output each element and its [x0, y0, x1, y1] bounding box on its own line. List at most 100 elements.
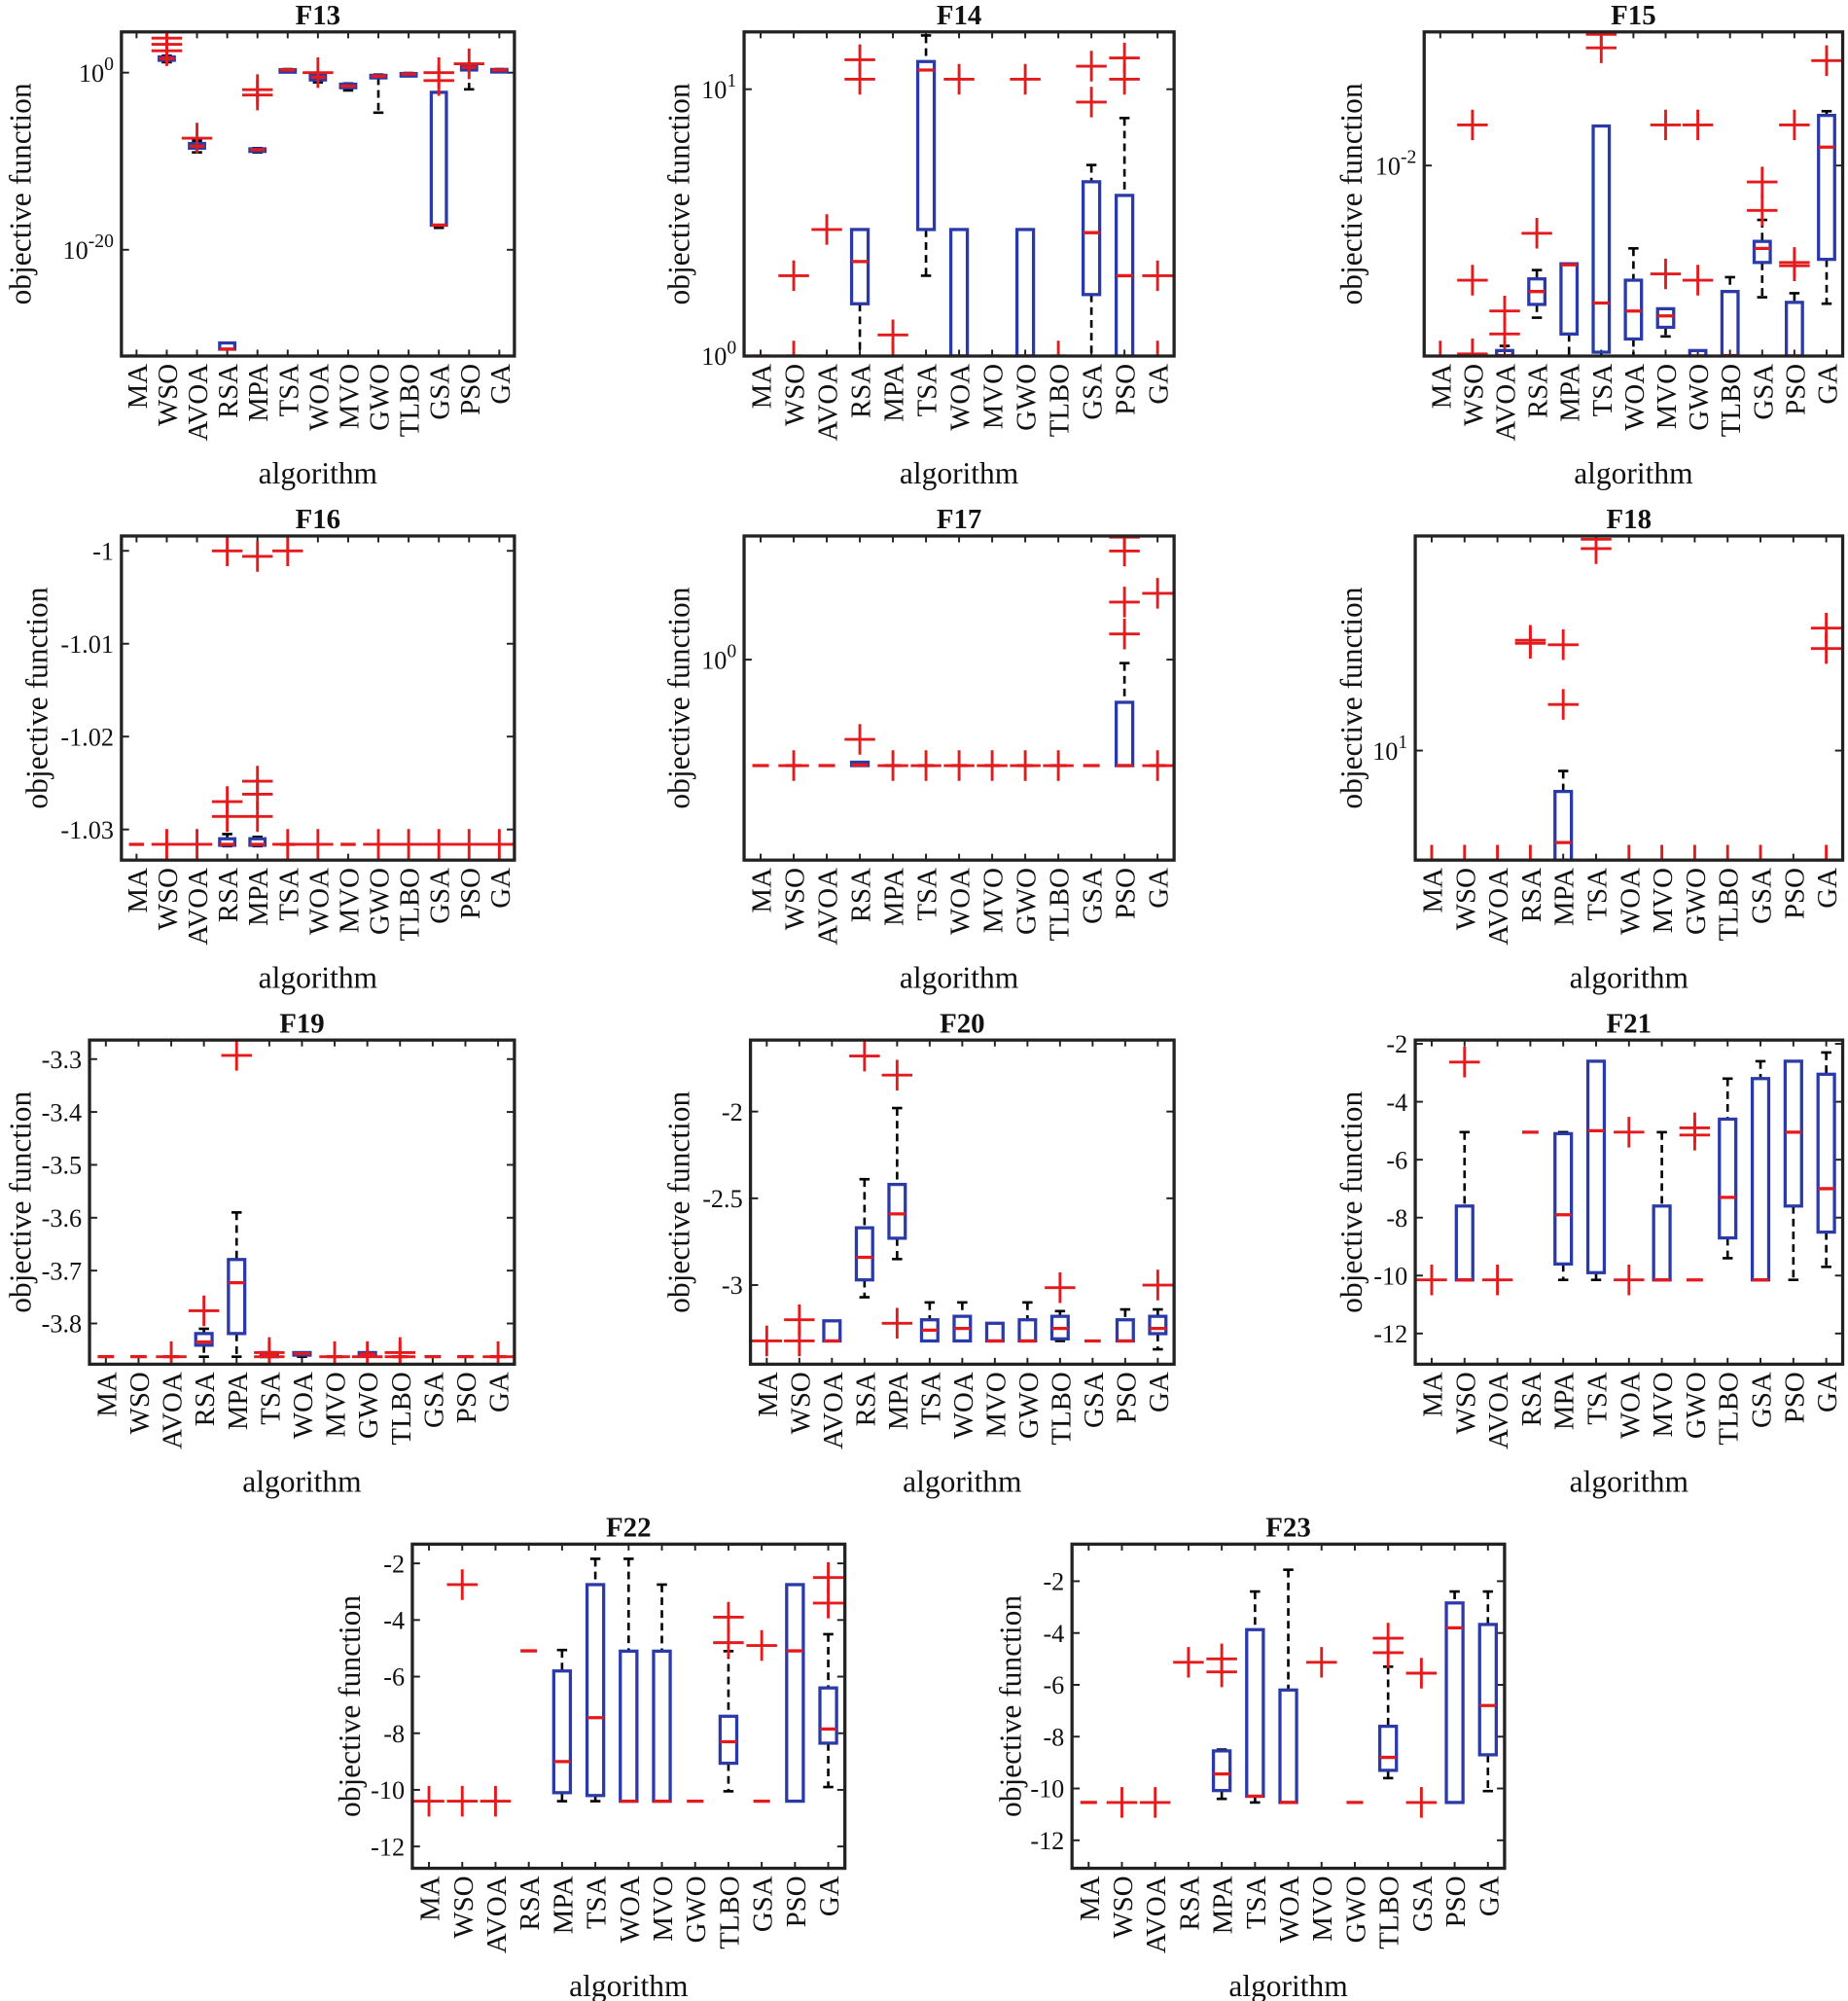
- outlier-marker: [844, 44, 875, 76]
- x-axis-label: algorithm: [900, 456, 1018, 490]
- x-tick-label: GSA: [1407, 1876, 1439, 1932]
- box-pso: [453, 829, 485, 860]
- box-tsa: [272, 535, 303, 860]
- outlier-marker: [1810, 612, 1842, 644]
- box-gwo: [1010, 63, 1041, 357]
- x-tick-label: TSA: [1581, 1372, 1613, 1425]
- y-tick-label: 101: [1372, 732, 1407, 766]
- outlier-marker: [480, 1785, 512, 1817]
- x-tick-label: MA: [123, 364, 154, 410]
- box-iqr: [1816, 1072, 1836, 1234]
- x-tick-label: GWO: [353, 1372, 384, 1439]
- outlier-marker: [1682, 265, 1714, 296]
- outlier-marker: [1449, 1047, 1480, 1078]
- box-iqr: [854, 1226, 874, 1282]
- x-tick-label: MPA: [548, 1876, 579, 1934]
- box-tlbo: [1712, 844, 1743, 861]
- outlier-marker: [446, 1569, 478, 1600]
- box-wso: [1449, 1047, 1480, 1282]
- box-ga: [1477, 1590, 1498, 1793]
- box-woa: [943, 750, 975, 781]
- outlier-marker: [211, 535, 243, 567]
- outlier-marker: [1372, 1637, 1404, 1668]
- outlier-marker: [151, 31, 183, 54]
- outlier-marker: [1650, 258, 1682, 290]
- x-tick-label: GSA: [1079, 1372, 1110, 1428]
- x-tick-label: GA: [1812, 364, 1843, 405]
- x-tick-label: WOA: [303, 364, 335, 431]
- y-tick-label: -3.7: [42, 1257, 83, 1285]
- outlier-marker: [1010, 750, 1041, 781]
- x-tick-label: RSA: [213, 868, 244, 922]
- box-iqr: [915, 59, 937, 232]
- box-iqr: [652, 1649, 672, 1804]
- x-tick-label: GWO: [681, 1876, 712, 1943]
- box-avoa: [480, 1785, 512, 1817]
- box-mpa: [877, 319, 908, 357]
- outlier-marker: [1045, 1271, 1076, 1304]
- outlier-marker: [1712, 844, 1743, 861]
- x-tick-label: TLBO: [714, 1876, 745, 1948]
- outlier-marker: [1481, 844, 1513, 861]
- x-tick-label: PSO: [1780, 364, 1811, 415]
- outlier-marker: [1405, 1787, 1438, 1818]
- y-tick-label: -4: [1386, 1089, 1407, 1117]
- outlier-marker: [1682, 109, 1714, 141]
- box-wso: [151, 31, 183, 66]
- box-mpa: [241, 541, 273, 848]
- outlier-marker: [1646, 844, 1678, 861]
- x-tick-label: WOA: [1615, 868, 1646, 935]
- x-axis-label: algorithm: [259, 456, 377, 490]
- x-tick-label: MVO: [321, 1372, 352, 1437]
- box-iqr: [1017, 1318, 1038, 1343]
- outlier-marker: [811, 214, 842, 245]
- axes-frame: [1070, 1542, 1507, 1871]
- x-tick-label: RSA: [850, 1372, 881, 1426]
- outlier-marker: [181, 829, 213, 860]
- outlier-marker: [778, 260, 809, 292]
- y-axis-label: objective function: [1334, 587, 1368, 808]
- y-tick-label: -6: [1386, 1146, 1407, 1174]
- box-wso: [778, 260, 809, 357]
- y-axis-label: objective function: [994, 1595, 1028, 1817]
- outlier-marker: [1106, 1787, 1138, 1818]
- box-ma: [1425, 340, 1456, 357]
- outlier-marker: [363, 829, 394, 860]
- x-tick-label: MVO: [978, 364, 1010, 429]
- outlier-marker: [1779, 247, 1810, 278]
- x-tick-label: PSO: [1779, 1372, 1810, 1423]
- x-tick-label: AVOA: [1141, 1876, 1172, 1953]
- outlier-marker: [413, 1785, 444, 1817]
- x-tick-label: MA: [1426, 364, 1457, 410]
- x-tick-label: MPA: [879, 868, 910, 926]
- plot-marks: [128, 535, 515, 860]
- box-iqr: [948, 228, 970, 357]
- outlier-marker: [1679, 1120, 1711, 1151]
- box-pso: [1783, 1059, 1803, 1282]
- x-axis-label: algorithm: [242, 1465, 361, 1499]
- x-tick-label: MVO: [648, 1876, 679, 1941]
- outlier-marker: [211, 801, 243, 833]
- x-tick-label: GWO: [365, 868, 396, 935]
- x-tick-label: MVO: [1648, 868, 1679, 933]
- y-tick-label: 100: [701, 337, 736, 371]
- x-tick-label: GSA: [425, 868, 456, 924]
- x-tick-label: GSA: [425, 364, 456, 420]
- box-mvo: [1650, 109, 1682, 339]
- chart-title: F19: [279, 1008, 325, 1039]
- box-mvo: [1646, 844, 1678, 861]
- outlier-marker: [1650, 109, 1682, 141]
- outlier-marker: [778, 750, 809, 781]
- y-tick-label: -8: [383, 1720, 405, 1748]
- x-tick-label: TSA: [1581, 868, 1613, 921]
- y-tick-label: -3.3: [42, 1046, 83, 1074]
- outlier-marker: [844, 724, 875, 755]
- x-tick-label: MPA: [883, 1372, 914, 1430]
- box-iqr: [822, 1319, 842, 1343]
- y-tick-label: -1.03: [60, 816, 114, 844]
- box-iqr: [1014, 228, 1036, 357]
- x-tick-label: WSO: [153, 364, 184, 426]
- y-tick-label: -8: [1386, 1204, 1407, 1233]
- plot-marks: [752, 535, 1173, 781]
- box-tsa: [1585, 1059, 1607, 1282]
